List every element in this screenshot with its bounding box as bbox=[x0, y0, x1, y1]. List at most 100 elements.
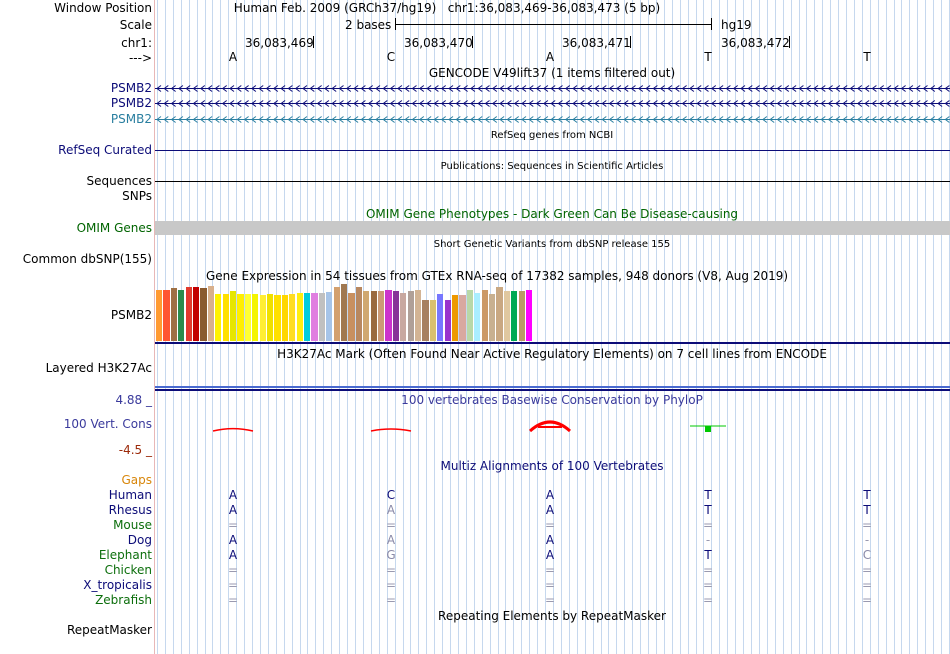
gtex-tissue-bar[interactable] bbox=[489, 294, 496, 341]
gtex-tissue-bar[interactable] bbox=[230, 291, 237, 341]
gtex-tissue-bar[interactable] bbox=[222, 294, 229, 341]
gtex-tissue-bar[interactable] bbox=[370, 291, 377, 341]
gtex-tissue-bar[interactable] bbox=[511, 291, 518, 341]
gtex-tissue-bar[interactable] bbox=[200, 288, 207, 341]
strand-chevron bbox=[170, 85, 176, 92]
dbsnp-label[interactable]: Common dbSNP(155) bbox=[22, 252, 152, 266]
dna-base[interactable]: T bbox=[863, 50, 871, 64]
gtex-tissue-bar[interactable] bbox=[415, 290, 422, 341]
gtex-psmb2-label[interactable]: PSMB2 bbox=[110, 308, 152, 322]
gtex-tissue-bar[interactable] bbox=[496, 287, 503, 341]
dna-base[interactable]: A bbox=[545, 50, 555, 64]
species-label[interactable]: X_tropicalis bbox=[83, 578, 152, 592]
gtex-tissue-bar[interactable] bbox=[400, 293, 407, 341]
gtex-tissue-bar[interactable] bbox=[503, 291, 510, 341]
gtex-tissue-bar[interactable] bbox=[429, 300, 436, 341]
refseq-label[interactable]: RefSeq Curated bbox=[58, 143, 152, 157]
gtex-tissue-bar[interactable] bbox=[326, 292, 333, 341]
gaps-label[interactable]: Gaps bbox=[121, 473, 152, 487]
gtex-tissue-bar[interactable] bbox=[304, 293, 311, 341]
gtex-bar-chart[interactable] bbox=[155, 284, 950, 341]
gtex-tissue-bar[interactable] bbox=[348, 293, 355, 341]
dna-base[interactable]: C bbox=[386, 50, 396, 64]
track-image[interactable]: Human Feb. 2009 (GRCh37/hg19) chr1:36,08… bbox=[155, 0, 950, 654]
h3k27ac-label[interactable]: Layered H3K27Ac bbox=[45, 361, 152, 375]
repeatmasker-label[interactable]: RepeatMasker bbox=[66, 623, 152, 637]
strand-arrow-label[interactable]: ---> bbox=[128, 51, 152, 65]
gencode-transcript-2[interactable] bbox=[155, 100, 950, 107]
psmb2-label-2[interactable]: PSMB2 bbox=[110, 96, 152, 110]
gtex-tissue-bar[interactable] bbox=[437, 294, 444, 341]
gtex-tissue-bar[interactable] bbox=[163, 290, 170, 341]
strand-chevron bbox=[637, 116, 644, 123]
species-label[interactable]: Zebrafish bbox=[95, 593, 152, 607]
strand-chevron bbox=[178, 116, 184, 123]
alignment-base: A bbox=[228, 503, 238, 517]
gtex-tissue-bar[interactable] bbox=[481, 290, 488, 341]
dna-base[interactable]: A bbox=[228, 50, 238, 64]
scale-label[interactable]: Scale bbox=[119, 18, 152, 32]
gtex-tissue-bar[interactable] bbox=[518, 291, 525, 341]
species-label[interactable]: Human bbox=[108, 488, 152, 502]
window-position-label[interactable]: Window Position bbox=[54, 1, 152, 15]
gtex-tissue-bar[interactable] bbox=[244, 294, 251, 341]
psmb2-label-1[interactable]: PSMB2 bbox=[110, 81, 152, 95]
gtex-tissue-bar[interactable] bbox=[385, 290, 392, 341]
species-label[interactable]: Mouse bbox=[113, 518, 152, 532]
gtex-tissue-bar[interactable] bbox=[363, 291, 370, 341]
gtex-tissue-bar[interactable] bbox=[237, 294, 244, 341]
alignment-base: C bbox=[862, 548, 872, 562]
gtex-tissue-bar[interactable] bbox=[215, 294, 222, 341]
gtex-tissue-bar[interactable] bbox=[452, 295, 459, 341]
gencode-transcript-1[interactable] bbox=[155, 85, 950, 92]
gencode-transcript-3[interactable] bbox=[155, 116, 950, 123]
strand-chevron bbox=[440, 100, 447, 107]
gtex-tissue-bar[interactable] bbox=[526, 290, 533, 341]
gtex-tissue-bar[interactable] bbox=[296, 293, 303, 341]
gtex-tissue-bar[interactable] bbox=[178, 290, 185, 341]
gtex-tissue-bar[interactable] bbox=[474, 293, 481, 341]
refseq-gene-line[interactable] bbox=[155, 150, 950, 151]
gtex-tissue-bar[interactable] bbox=[185, 287, 192, 341]
sequences-line[interactable] bbox=[155, 181, 950, 182]
omim-label[interactable]: OMIM Genes bbox=[76, 221, 152, 235]
omim-gene-bar[interactable] bbox=[155, 221, 950, 235]
species-label[interactable]: Rhesus bbox=[108, 503, 152, 517]
cons-label[interactable]: 100 Vert. Cons bbox=[63, 417, 152, 431]
gtex-tissue-bar[interactable] bbox=[333, 287, 340, 341]
grid-line bbox=[799, 0, 800, 654]
gtex-tissue-bar[interactable] bbox=[407, 291, 414, 341]
gtex-tissue-bar[interactable] bbox=[193, 287, 200, 341]
phylop-plot[interactable] bbox=[155, 410, 950, 450]
gtex-tissue-bar[interactable] bbox=[252, 294, 259, 341]
strand-chevron bbox=[192, 85, 198, 92]
gtex-tissue-bar[interactable] bbox=[341, 284, 348, 341]
gtex-tissue-bar[interactable] bbox=[355, 287, 362, 341]
gtex-tissue-bar[interactable] bbox=[444, 300, 451, 341]
gtex-tissue-bar[interactable] bbox=[311, 293, 318, 341]
gtex-tissue-bar[interactable] bbox=[274, 295, 281, 341]
gtex-tissue-bar[interactable] bbox=[156, 290, 163, 341]
alignment-base: = bbox=[385, 593, 397, 607]
gtex-tissue-bar[interactable] bbox=[459, 295, 466, 341]
gtex-tissue-bar[interactable] bbox=[318, 293, 325, 341]
sequences-label[interactable]: Sequences bbox=[86, 174, 152, 188]
gtex-tissue-bar[interactable] bbox=[259, 295, 266, 341]
dna-base[interactable]: T bbox=[704, 50, 712, 64]
chrom-label[interactable]: chr1: bbox=[121, 36, 152, 50]
h3k27ac-signal[interactable] bbox=[155, 386, 950, 388]
gtex-tissue-bar[interactable] bbox=[378, 291, 385, 341]
gtex-tissue-bar[interactable] bbox=[289, 294, 296, 341]
gtex-tissue-bar[interactable] bbox=[267, 294, 274, 341]
snps-label[interactable]: SNPs bbox=[122, 189, 152, 203]
gtex-tissue-bar[interactable] bbox=[281, 295, 288, 341]
species-label[interactable]: Chicken bbox=[104, 563, 152, 577]
gtex-tissue-bar[interactable] bbox=[207, 286, 214, 341]
psmb2-label-3[interactable]: PSMB2 bbox=[110, 112, 152, 126]
species-label[interactable]: Dog bbox=[127, 533, 152, 547]
gtex-tissue-bar[interactable] bbox=[392, 291, 399, 341]
species-label[interactable]: Elephant bbox=[98, 548, 152, 562]
gtex-tissue-bar[interactable] bbox=[466, 290, 473, 341]
gtex-tissue-bar[interactable] bbox=[422, 300, 429, 341]
gtex-tissue-bar[interactable] bbox=[170, 288, 177, 341]
